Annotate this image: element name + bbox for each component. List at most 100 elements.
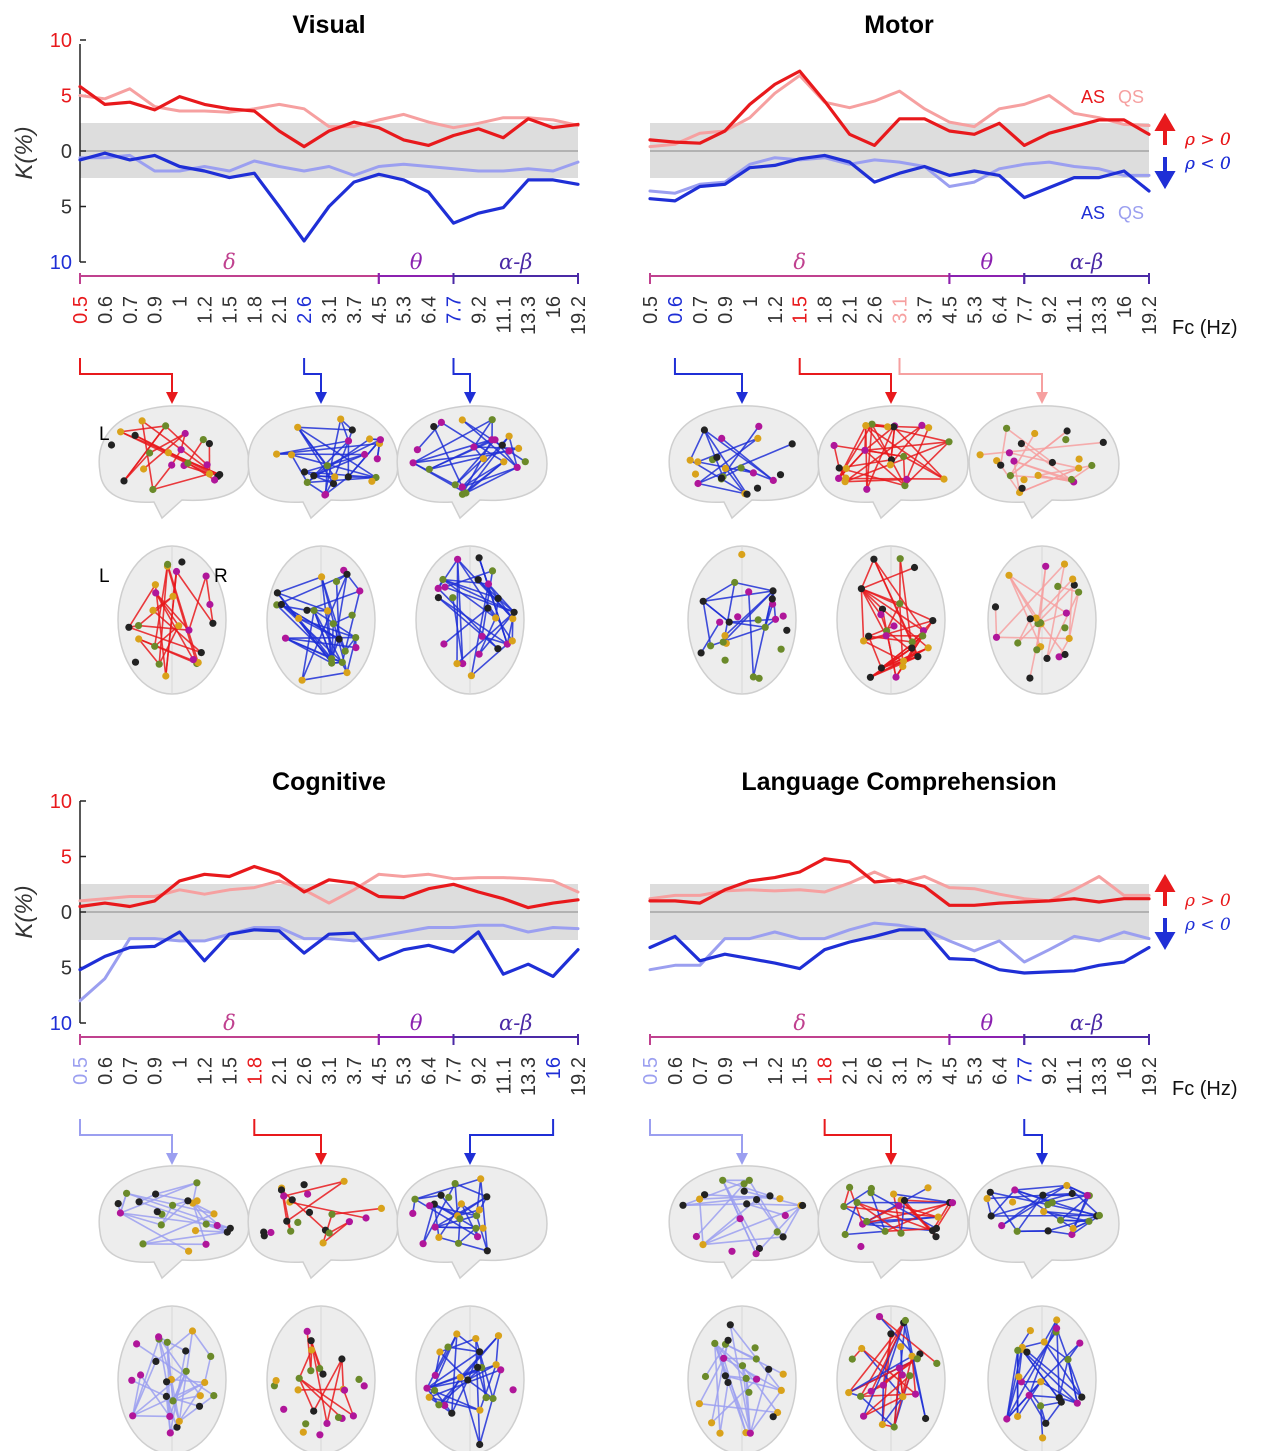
connectome-node [355,1375,363,1383]
series-line-AS-pos [78,864,580,910]
connectome-node [521,458,529,466]
connectome-node [768,595,776,603]
rho-neg-label: ρ < 0 [1184,154,1231,174]
y-tick-label: 0 [61,141,72,163]
connectome-node [362,1214,370,1222]
connectome-edge [188,575,207,631]
band-label-alphabeta: α-β [1070,250,1103,274]
connectome-node [325,1229,333,1237]
connectome-node [692,1232,701,1241]
connectome-edge [860,1395,895,1428]
connectome-node [515,444,523,452]
x-axis-label: Fc (Hz) [1172,317,1238,339]
x-tick-label: 4.5 [369,1057,391,1085]
connectome-node [1075,464,1083,472]
connectome-node [223,1228,231,1236]
connectome-edge [1043,1341,1069,1361]
x-tick-label: 0.5 [640,1057,662,1085]
band-label-delta: δ [223,1011,236,1035]
connectome-node [914,653,922,661]
connectome-node [752,1250,760,1258]
connectome-node [509,615,517,623]
connectome-node [918,421,926,429]
connectome-node [474,576,482,584]
connectome-node [195,1402,204,1410]
connectome-node [175,622,183,630]
connectome-edge [169,1350,187,1434]
connectome-node [738,550,746,559]
connectome-node [273,450,281,458]
connectome-edge [438,1366,483,1406]
connectome-edge [297,426,353,431]
connectome-0-1 [247,405,399,695]
connectome-node [267,1228,275,1237]
connectome-node [294,1386,302,1394]
connectome-node [771,615,780,623]
connectome-node [753,484,762,492]
connectome-edge [845,478,907,483]
connectome-edge [995,563,1066,638]
connectome-node [202,572,210,580]
connectome-node [341,647,349,655]
connectome-edge [838,477,945,480]
connectome-node [777,645,785,653]
connectome-node [755,422,763,430]
connectome-edge [689,429,706,461]
connectome-node [318,573,326,581]
x-tick-label: 0.9 [145,296,167,324]
connectome-node [755,674,763,682]
x-tick-label: 5.3 [394,1057,416,1085]
connectome-node [749,673,758,681]
connectome-edge [128,584,157,628]
connectome-node [835,474,843,482]
connectome-edge [143,432,186,470]
connectome-node [1020,476,1028,484]
connectome-node [213,1221,221,1230]
connectome-node [726,1321,734,1329]
connectome-edge [1008,574,1042,648]
x-tick-label: 9.2 [1039,1057,1061,1085]
connectome-edge [1040,612,1067,624]
connectome-node [155,1333,163,1341]
connectome-edge [451,1333,458,1414]
x-tick-label: 0.7 [690,1057,712,1085]
connectome-node [197,649,205,657]
connectome-node [310,606,318,615]
connectome-node [202,1220,210,1228]
connectome-node [1054,582,1062,591]
x-tick-label: 4.5 [369,296,391,324]
connectome-edge [991,1214,1100,1217]
y-axis-label: K(%) [11,885,38,938]
band-bracket-theta [377,273,455,284]
connectome-node [940,475,948,483]
x-tick-label: 5.3 [964,1057,986,1085]
connectome-node [1014,1346,1022,1354]
connectome-edge [697,482,746,495]
connectome-0-0 [98,405,250,695]
connectome-edge [1001,1184,1068,1227]
connectome-node [182,1347,190,1355]
x-tick-label: 0.7 [120,296,142,324]
connectome-node [153,1208,161,1216]
connectome-node [845,1389,853,1397]
connectome-node [776,1195,784,1203]
connectome-edge [1022,1341,1045,1349]
connectome-node [751,1344,759,1352]
connectome-node [134,622,143,630]
connectome-node [449,594,457,602]
connectome-node [494,594,502,603]
connectome-edge [120,1182,198,1214]
connectome-node [1095,1211,1103,1220]
connectome-node [1032,614,1040,622]
connectome-node [209,619,217,627]
connectome-node [925,424,933,432]
connectome-edge [508,435,518,468]
connectome-edge [120,1212,162,1226]
connectome-node [335,635,343,643]
connectome-edge [331,1207,382,1216]
connectome-edge [280,603,343,663]
connectome-node [776,471,785,479]
connectome-edge [285,636,356,639]
x-tick-label: 13.3 [518,296,540,335]
connectome-node [899,1393,907,1401]
